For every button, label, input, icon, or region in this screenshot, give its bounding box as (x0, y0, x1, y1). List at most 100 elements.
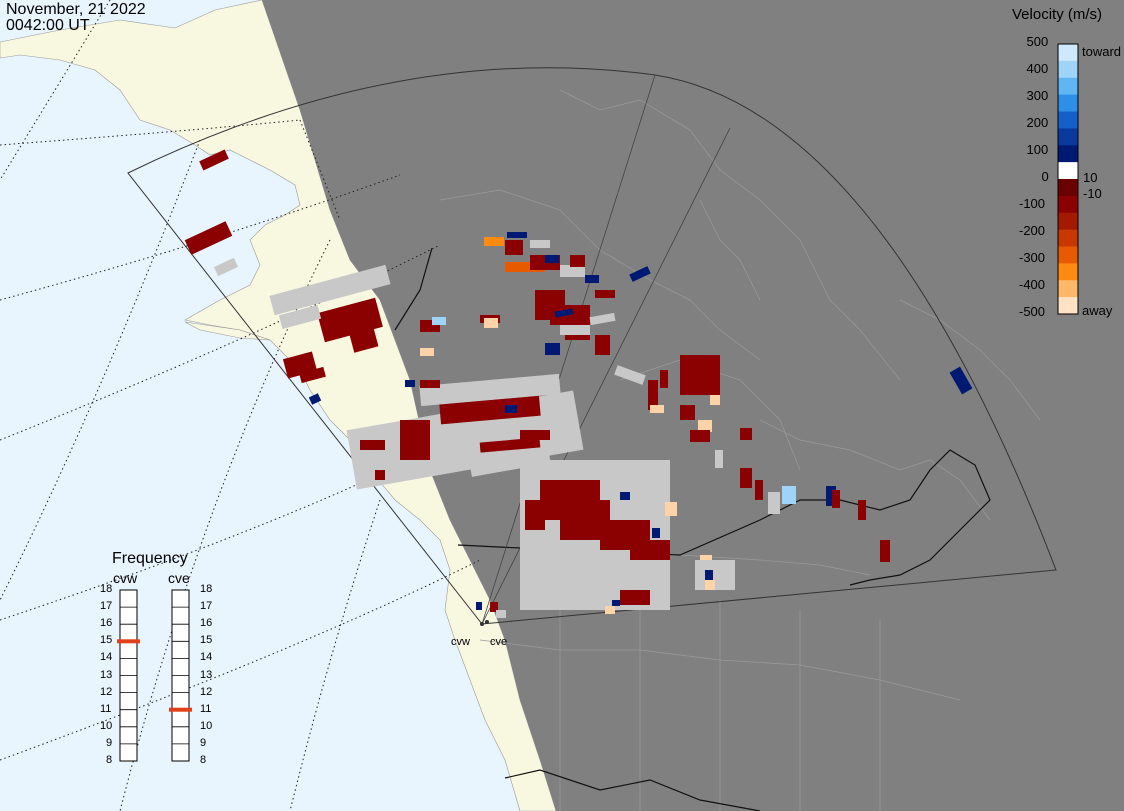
velocity-cell-80 (832, 490, 840, 508)
graticule-line-2 (0, 244, 441, 441)
velocity-cell-9 (308, 393, 322, 405)
freq-tick-right-10: 10 (200, 719, 213, 732)
velocity-cell-42 (530, 240, 550, 248)
freq-marker-cvw (117, 639, 140, 644)
date-label: November, 21 2022 (6, 1, 146, 18)
velocity-cell-48 (585, 275, 599, 283)
radar-site-cvw (480, 622, 484, 626)
velocity-cell-8 (299, 366, 326, 384)
velocity-cell-60 (484, 318, 498, 328)
velocity-cell-47 (570, 255, 585, 267)
velocity-cell-81 (858, 500, 866, 520)
colorbar-tick-10: -300 (1019, 250, 1046, 265)
colorbar-frame (1057, 43, 1079, 315)
velocity-cell-5 (278, 305, 322, 329)
alaska-border (394, 247, 433, 331)
graticule-line-0 (0, 119, 301, 146)
velocity-cell-57 (595, 335, 610, 355)
velocity-cell-11 (400, 420, 430, 460)
velocity-cell-13 (439, 395, 541, 425)
velocity-cell-14 (479, 437, 541, 453)
velocity-cell-40 (507, 232, 527, 238)
velocity-cell-16 (420, 380, 440, 388)
velocity-cell-15 (419, 373, 561, 407)
velocity-cell-53 (554, 308, 574, 318)
time-label: 0042:00 UT (6, 17, 90, 34)
colorbar-tick-12: -500 (1019, 304, 1046, 319)
velocity-cell-74 (715, 450, 723, 468)
velocity-cell-73 (740, 428, 752, 440)
colorbar-tick-11: -400 (1019, 277, 1046, 292)
freq-tick-right-15: 15 (200, 634, 213, 647)
colorbar-swatch-4 (1058, 111, 1078, 129)
colorbar-swatch-7 (1058, 162, 1078, 180)
province-line-1 (439, 189, 761, 361)
beam-boundary-west (481, 74, 656, 625)
colorbar-swatch-15 (1058, 297, 1078, 315)
colorbar-tick-2: 300 (1026, 88, 1049, 103)
freq-tick-left-15: 15 (100, 634, 113, 647)
velocity-cell-52 (550, 305, 590, 325)
timestamp-header: November, 21 2022 0042:00 UT (6, 2, 146, 34)
radar-label-cve: cve (490, 636, 508, 648)
colorbar-tick-5: 10 (1083, 170, 1098, 185)
colorbar-tick-4: 100 (1026, 142, 1049, 157)
velocity-cell-66 (660, 370, 668, 388)
colorbar-tick-0: 500 (1026, 34, 1049, 49)
velocity-cell-50 (629, 266, 651, 282)
velocity-cell-1 (184, 221, 233, 255)
province-line-2 (759, 419, 991, 521)
province-line-12 (899, 299, 1041, 421)
velocity-cell-45 (545, 255, 559, 263)
velocity-cell-56 (545, 343, 560, 355)
velocity-cell-32 (665, 502, 677, 516)
velocity-cell-83 (949, 366, 973, 395)
velocity-cell-26 (630, 540, 670, 560)
colorbar-swatch-5 (1058, 128, 1078, 146)
province-line-10 (619, 359, 801, 471)
freq-tick-left-17: 17 (100, 600, 113, 613)
colorbar-swatch-6 (1058, 145, 1078, 163)
graticule-line-3 (0, 429, 471, 621)
velocity-cell-71 (690, 430, 710, 442)
velocity-cell-3 (269, 264, 391, 316)
freq-tick-right-16: 16 (200, 617, 213, 630)
velocity-cell-84 (476, 602, 482, 610)
colorbar-tick-6: 0 (1041, 169, 1049, 184)
freq-tick-right-14: 14 (200, 651, 213, 664)
velocity-cell-41 (505, 240, 523, 255)
colorbar-swatch-0 (1058, 44, 1078, 62)
radar-name-cvw: cvw (113, 570, 138, 586)
freq-tick-left-12: 12 (100, 685, 113, 698)
velocity-cell-35 (705, 570, 713, 580)
velocity-cell-58 (589, 312, 616, 326)
colorbar-swatch-8 (1058, 179, 1078, 197)
colorbar-swatch-11 (1058, 229, 1078, 247)
freq-tick-right-11: 11 (200, 702, 212, 715)
velocity-cell-6 (346, 317, 379, 353)
velocity-cell-72 (710, 395, 720, 405)
velocity-cell-62 (432, 317, 446, 325)
freq-tick-left-16: 16 (100, 617, 113, 630)
velocity-cells (184, 149, 973, 626)
freq-tick-left-18: 18 (100, 583, 113, 595)
colorbar-tick-8: -100 (1019, 196, 1046, 211)
velocity-cell-30 (620, 492, 630, 500)
velocity-cell-12 (360, 440, 385, 450)
freq-tick-right-8: 8 (200, 754, 207, 766)
colorbar-swatch-12 (1058, 246, 1078, 264)
velocity-cell-64 (614, 365, 646, 385)
velocity-cell-19 (520, 430, 550, 440)
velocity-cell-76 (755, 480, 763, 500)
away-label: away (1082, 303, 1113, 318)
graticule-line-4 (0, 559, 481, 761)
velocity-cell-63 (420, 348, 434, 356)
velocity-cell-20 (469, 448, 551, 477)
province-line-0 (559, 89, 901, 381)
frequency-title: Frequency (112, 550, 188, 567)
velocity-cell-68 (650, 405, 664, 413)
radar-name-cve: cve (168, 570, 190, 586)
velocity-cell-21 (375, 470, 385, 480)
velocity-cell-27 (525, 500, 545, 530)
freq-tick-right-13: 13 (200, 668, 213, 681)
